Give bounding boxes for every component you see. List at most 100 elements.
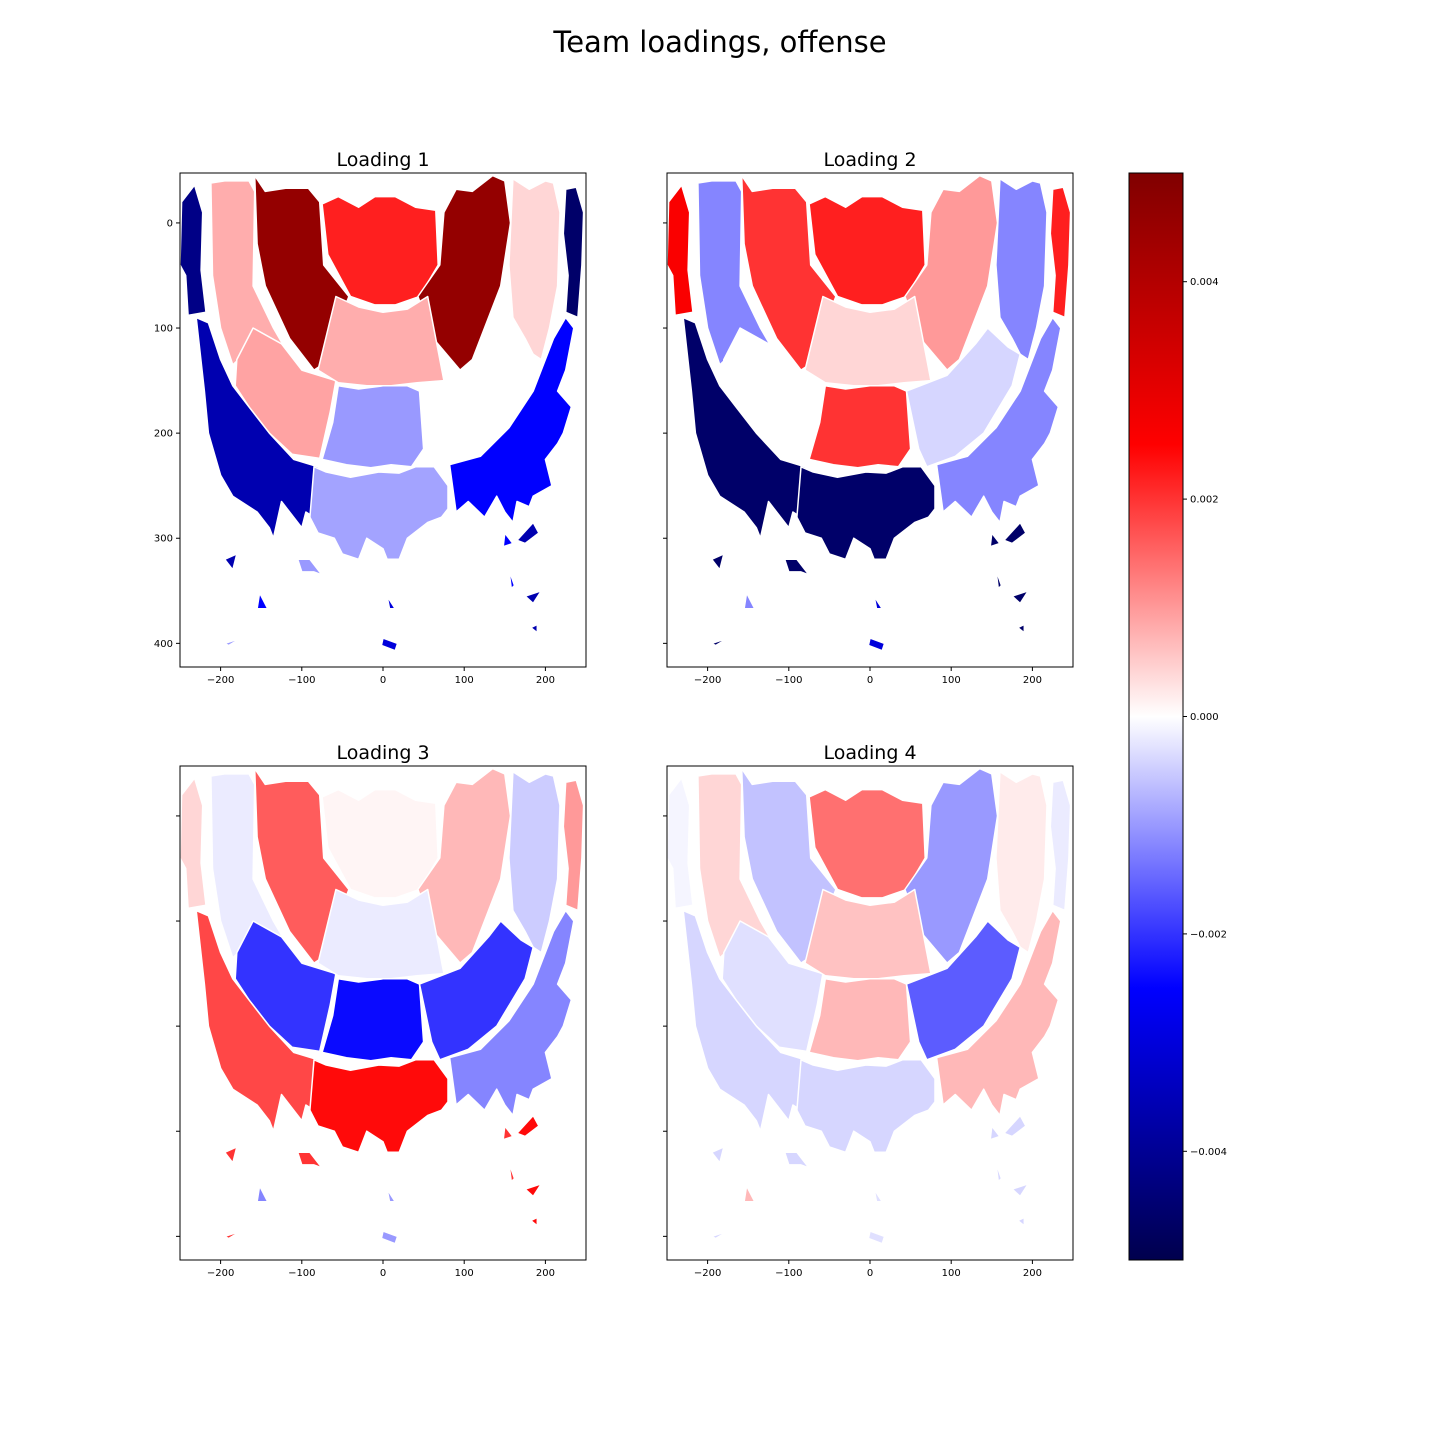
zone-left-elbow [740, 174, 837, 371]
zone-far-left [783, 558, 810, 576]
zone-far-center [873, 595, 883, 610]
zone-top-three [935, 909, 1062, 1117]
colorbar-gradient [1128, 172, 1184, 1261]
x-tick-label: 0 [380, 675, 386, 686]
x-tick-label: −100 [288, 675, 315, 686]
x-tick-label: 0 [867, 1268, 873, 1279]
zone-center-mid [808, 385, 912, 469]
x-tick-label: −100 [775, 1268, 802, 1279]
zone-right-base-mid [195, 909, 323, 1132]
zone-far-right [502, 532, 514, 548]
zone-far-right [995, 1162, 1003, 1183]
zone-right-corner [562, 186, 585, 319]
zone-left-mid [804, 888, 932, 980]
zone-far-left [223, 1230, 242, 1240]
zone-left-wing-three [309, 1059, 449, 1154]
x-tick-label: −200 [207, 1268, 234, 1279]
zone-left-mid [317, 295, 445, 387]
zone-far-right-2 [1017, 1216, 1026, 1227]
panels-group: Loading 1−200 −100 0 100 2000100200300400Loa… [154, 149, 1074, 1279]
y-tick-label: 100 [154, 324, 173, 335]
zone-far-left [223, 637, 242, 647]
zone-left-corner [179, 184, 207, 317]
zone-center-mid [321, 385, 425, 469]
zone-center-mid [808, 978, 912, 1062]
y-tick-label: 300 [154, 534, 173, 545]
zone-right-wing-three [710, 553, 725, 571]
zone-left-wing-three [796, 1059, 936, 1154]
zone-far-center [867, 637, 886, 652]
x-tick-label: 0 [867, 675, 873, 686]
zone-far-left [710, 637, 729, 647]
zone-far-left [710, 1230, 729, 1240]
zone-far-left-center [256, 1185, 269, 1203]
x-tick-label: 200 [536, 675, 555, 686]
x-tick-label: 0 [380, 1268, 386, 1279]
zone-right-wing-three [710, 1146, 725, 1164]
zone-far-center [380, 1230, 399, 1245]
zone-right-corner [1049, 186, 1072, 319]
zone-right-corner [562, 779, 585, 912]
panel-1: Loading 1 −200 −100 0 100 200 0 100 200 300 400 [154, 149, 587, 686]
zones [666, 767, 1072, 1245]
panel-title: Loading 1 [336, 149, 429, 171]
zone-right-corner [1049, 779, 1072, 912]
colorbar: −0.004 −0.002 0.000 0.002 0.004 [1128, 172, 1227, 1261]
zone-top-three [448, 909, 575, 1117]
panel-title: Loading 3 [336, 742, 429, 764]
zone-far-right-2 [516, 521, 540, 545]
zone-far-right [989, 532, 1001, 548]
zone-right-wing-mid [508, 771, 561, 954]
zone-far-right-2 [1017, 623, 1026, 634]
zone-top-three [448, 316, 575, 524]
zone-far-center [386, 595, 396, 610]
zone-left-corner [666, 777, 694, 910]
colorbar-tick-label: 0.002 [1190, 495, 1219, 506]
colorbar-ticks: −0.004 −0.002 0.000 0.002 0.004 [1183, 277, 1227, 1158]
zone-far-left-center [743, 592, 756, 610]
zone-left-mid [317, 888, 445, 980]
zone-far-right [995, 569, 1003, 590]
zone-left-elbow [253, 174, 350, 371]
x-tick-label: −100 [288, 1268, 315, 1279]
zone-far-center [867, 1230, 886, 1245]
zone-far-right [502, 1125, 514, 1141]
panel-3: Loading 3 −200 −100 0 100 200 [176, 742, 587, 1279]
zone-far-right-2 [530, 1216, 539, 1227]
zone-right-base-mid [682, 909, 810, 1132]
x-tick-label: 100 [455, 1268, 474, 1279]
colorbar-tick-label: −0.004 [1190, 1147, 1227, 1158]
zone-right-wing-three [223, 1146, 238, 1164]
zone-far-right-2 [524, 590, 543, 605]
zone-right-mid [418, 327, 534, 468]
zone-right-wing-mid [995, 771, 1048, 954]
zone-paint [808, 195, 926, 306]
zone-far-center [873, 1188, 883, 1203]
zone-left-wing-three [309, 466, 449, 561]
zone-far-right-2 [1011, 1183, 1030, 1198]
x-tick-label: 100 [942, 675, 961, 686]
colorbar-tick-label: 0.004 [1190, 277, 1219, 288]
zone-far-right [508, 1162, 516, 1183]
zone-top-three [935, 316, 1062, 524]
x-tick-label: −200 [694, 1268, 721, 1279]
zone-right-base-mid [195, 316, 323, 539]
x-tick-label: 200 [536, 1268, 555, 1279]
zone-paint [808, 788, 926, 899]
zone-far-right-2 [1011, 590, 1030, 605]
figure-title: Team loadings, offense [552, 25, 886, 59]
zone-paint [321, 788, 439, 899]
zone-far-right [989, 1125, 1001, 1141]
zone-right-base-mid [682, 316, 810, 539]
zone-left-elbow [253, 767, 350, 964]
zone-far-right-2 [524, 1183, 543, 1198]
colorbar-tick-label: −0.002 [1190, 929, 1227, 940]
zone-far-right-2 [516, 1114, 540, 1138]
zones [179, 174, 585, 652]
panel-title: Loading 2 [823, 149, 916, 171]
x-tick-label: −200 [207, 675, 234, 686]
zone-far-left-center [256, 592, 269, 610]
zone-paint [321, 195, 439, 306]
x-tick-label: 100 [455, 675, 474, 686]
x-tick-label: 200 [1023, 675, 1042, 686]
